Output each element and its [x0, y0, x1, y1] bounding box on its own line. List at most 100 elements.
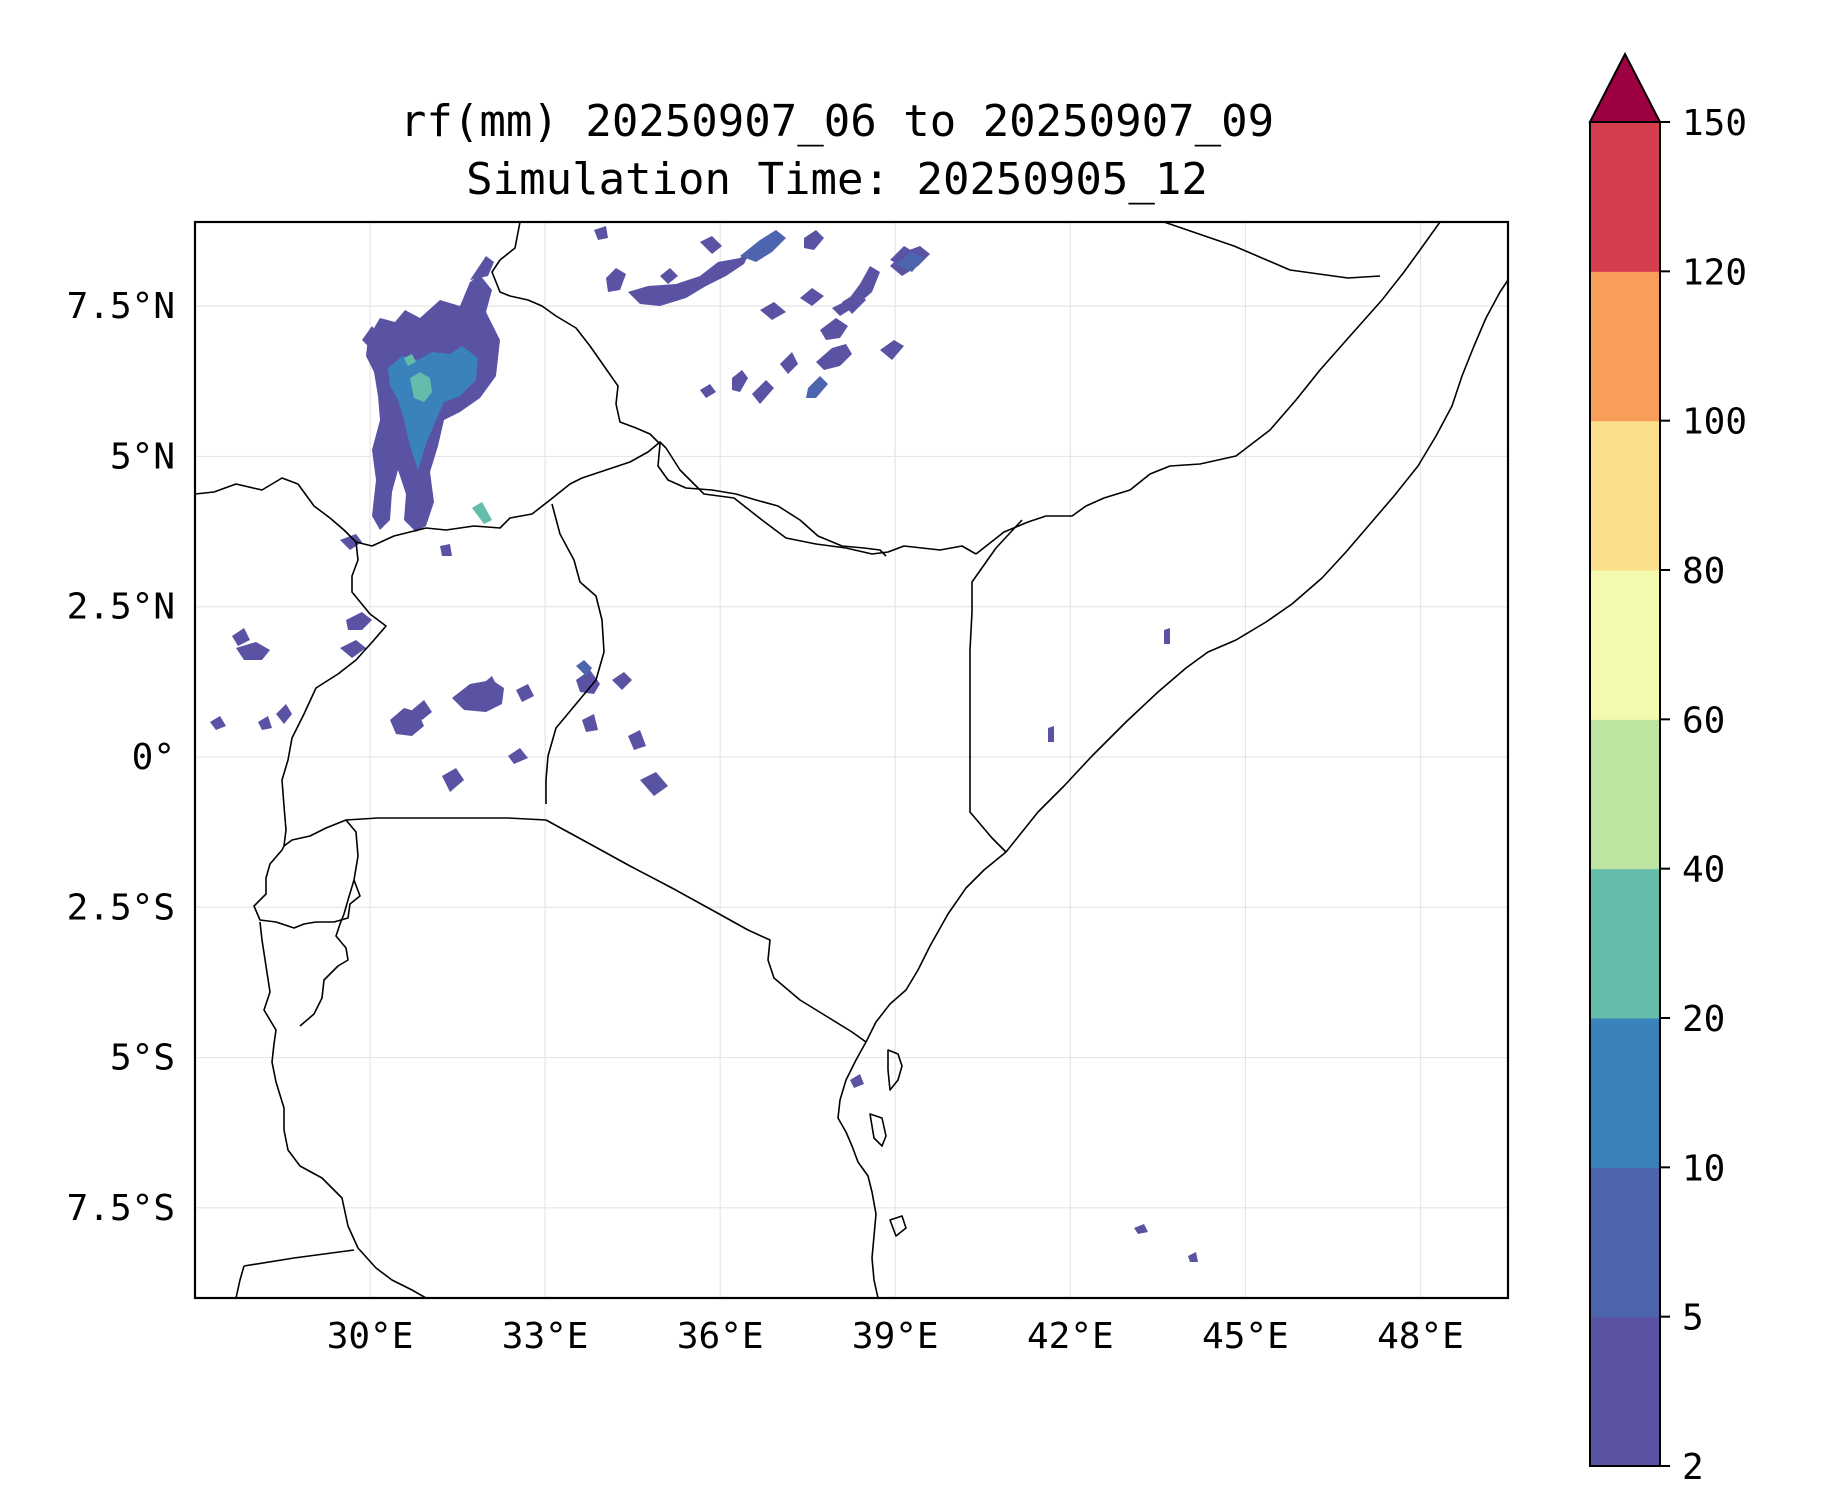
border-ethiopia-somalia: [975, 222, 1441, 555]
colorbar-segment: [1590, 122, 1660, 272]
rain-patch-south-sudan-peak: [410, 372, 432, 402]
colorbar-tick-label: 40: [1682, 850, 1725, 891]
rain-patch-ethiopia-17: [752, 380, 774, 404]
rain-patch-ethiopia-3: [606, 268, 626, 292]
rain-patch-ethiopia-22: [896, 252, 924, 272]
colorbar-extend-arrow: [1588, 51, 1662, 123]
colorbar-tick-label: 150: [1682, 103, 1747, 144]
border-ethiopia-kenya: [665, 447, 977, 555]
rain-patch-ethiopia-11: [760, 302, 786, 320]
colorbar-segment: [1590, 719, 1660, 870]
title-line-1: rf(mm) 20250907_06 to 20250907_09: [400, 96, 1274, 147]
rain-patch-ocean-1: [1134, 1224, 1148, 1234]
lat-tick-label: 7.5°N: [67, 286, 175, 327]
colorbar-segment: [1590, 420, 1660, 571]
rain-patch-uganda-9: [612, 672, 632, 690]
rain-patch-uganda-15: [412, 700, 432, 720]
rainfall-field: [210, 226, 1198, 1262]
rain-patch-ethiopia-2: [740, 230, 786, 262]
lon-tick-label: 36°E: [677, 1316, 764, 1357]
lat-tick-label: 2.5°N: [67, 587, 175, 628]
colorbar-tick-label: 60: [1682, 700, 1725, 741]
colorbar-tick-label: 100: [1682, 402, 1747, 443]
rain-patch-ethiopia-18: [880, 340, 904, 360]
rain-patch-south-sudan-core: [388, 346, 478, 470]
rain-patch-uganda-10: [442, 768, 464, 792]
rain-patch-south-sudan-peak-2: [404, 354, 416, 366]
rain-patch-ethiopia-15: [594, 226, 608, 240]
border-south-sudan-ethiopia: [491, 222, 887, 557]
colorbar-tick-label: 120: [1682, 252, 1747, 293]
rain-patch-uganda-20: [516, 684, 534, 702]
rain-patch-ocean-2: [1188, 1252, 1198, 1262]
colorbar-segment: [1590, 271, 1660, 422]
rain-patch-ss-bottom-3: [440, 544, 452, 556]
rain-patch-uganda-19: [582, 714, 598, 732]
rain-patch-ethiopia-12: [700, 236, 722, 254]
border-sudan-south-sudan: [195, 441, 667, 547]
rain-patch-ocean-3: [1048, 726, 1054, 742]
colorbar-tick-label: 20: [1682, 999, 1725, 1040]
rain-patch-ethiopia-19: [842, 292, 866, 314]
border-tanzania-south: [243, 1249, 355, 1267]
lon-tick-label: 39°E: [852, 1316, 939, 1357]
title-line-2: Simulation Time: 20250905_12: [466, 154, 1208, 205]
border-drc-tanzania-lake: [259, 921, 427, 1298]
country-borders: [195, 222, 1508, 1298]
rain-patch-ethiopia-13: [660, 268, 678, 284]
rain-patch-ethiopia-4: [800, 288, 824, 306]
rain-patch-ss-nw: [362, 326, 378, 348]
colorbar-tick-label: 80: [1682, 551, 1725, 592]
border-uganda-kenya: [545, 503, 605, 804]
border-tanzania-zambia: [235, 1265, 245, 1298]
colorbar-segment: [1590, 570, 1660, 720]
rain-patch-ss-ne: [470, 256, 494, 280]
colorbar-frame: [1589, 121, 1661, 1467]
rain-patch-ss-bottom: [340, 534, 362, 550]
rain-patch-uganda-11: [508, 748, 528, 764]
colorbar-tick-label: 10: [1682, 1148, 1725, 1189]
rain-patch-ethiopia-21: [890, 246, 914, 266]
border-kenya-somalia: [969, 519, 1023, 853]
rain-patch-coast-1: [850, 1074, 864, 1088]
rain-patch-ss-bottom-2: [472, 502, 492, 524]
coastline-mafia: [889, 1215, 907, 1237]
border-kenya-tanzania: [545, 819, 867, 1043]
colorbar-tick-label: 2: [1682, 1447, 1704, 1488]
rain-patch-uganda-14: [628, 730, 646, 750]
rain-patch-uganda-3: [346, 612, 372, 630]
lon-tick-label: 30°E: [327, 1316, 414, 1357]
border-burundi-tanzania: [299, 879, 355, 1027]
coastline-kenya-somalia: [865, 279, 1508, 1043]
rain-patch-ethiopia-10: [806, 376, 828, 398]
colorbar-segment: [1590, 1316, 1660, 1467]
coastline-pemba: [887, 1049, 903, 1091]
colorbar-segment: [1590, 1018, 1660, 1168]
border-rwanda-burundi: [253, 819, 361, 929]
rain-patch-ocean-4: [1164, 628, 1170, 644]
colorbar: 2 5 10 20 40 60 80 100 120 150: [1588, 51, 1747, 1488]
lon-tick-label: 48°E: [1377, 1316, 1464, 1357]
rain-patch-uganda-4: [236, 642, 270, 660]
map-panel: 30°E 33°E 36°E 39°E 42°E 45°E 48°E 7.5°N 5°N 2.5…: [67, 220, 1510, 1357]
lon-tick-label: 45°E: [1202, 1316, 1289, 1357]
rain-patch-ss-north: [448, 294, 484, 324]
lat-tick-label: 7.5°S: [67, 1188, 175, 1229]
border-uganda-drc: [281, 541, 387, 847]
rain-patch-ethiopia-1: [628, 248, 752, 306]
colorbar-segment: [1590, 868, 1660, 1019]
rain-patch-uganda-16: [480, 676, 498, 696]
map-frame: [193, 220, 1510, 1300]
longitude-ticks: 30°E 33°E 36°E 39°E 42°E 45°E 48°E: [327, 1316, 1464, 1357]
lat-tick-label: 5°N: [110, 436, 175, 477]
rain-patch-uganda-13: [640, 772, 668, 796]
border-ethiopia-north-east: [1163, 222, 1381, 279]
lat-tick-label: 2.5°S: [67, 887, 175, 928]
rain-patch-uganda-17: [232, 628, 250, 646]
rain-patch-uganda-6: [258, 716, 272, 730]
rain-patch-ethiopia-14: [804, 230, 824, 250]
coastline-zanzibar: [869, 1113, 887, 1147]
lat-tick-label: 5°S: [110, 1038, 175, 1079]
lat-tick-label: 0°: [132, 737, 175, 778]
